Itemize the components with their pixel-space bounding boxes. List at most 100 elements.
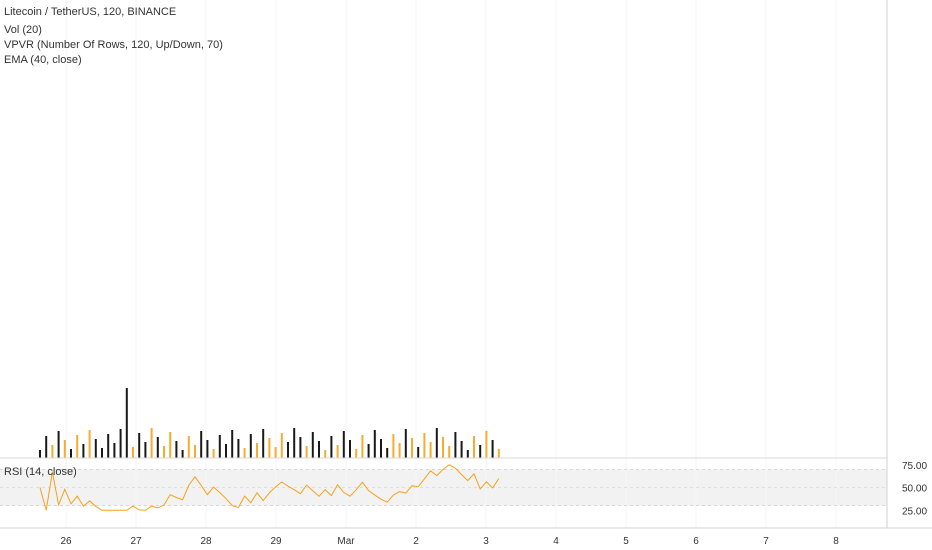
volume-indicator-label: Vol (20) — [4, 24, 42, 36]
volume-bar — [249, 434, 252, 458]
volume-bar — [107, 434, 110, 458]
volume-bar — [497, 449, 500, 458]
volume-bar — [398, 443, 401, 458]
rsi-axis-tick: 25.00 — [902, 506, 927, 517]
time-axis-tick: 7 — [763, 536, 769, 547]
volume-bar — [150, 428, 153, 458]
symbol-title: Litecoin / TetherUS, 120, BINANCE — [4, 6, 177, 18]
volume-bar — [212, 449, 215, 458]
time-axis-tick: 27 — [130, 536, 142, 547]
volume-bar — [392, 434, 395, 458]
volume-legend[interactable]: Vol (20) — [4, 24, 42, 36]
volume-bar — [479, 445, 482, 458]
volume-bar — [113, 443, 116, 458]
time-axis-tick: Mar — [337, 536, 355, 547]
time-axis-tick: 28 — [200, 536, 212, 547]
volume-bar — [88, 430, 91, 458]
volume-bar — [411, 438, 413, 458]
rsi-legend[interactable]: RSI (14, close) — [4, 466, 77, 478]
volume-bar — [367, 444, 370, 458]
volume-bar — [39, 450, 41, 458]
time-axis-tick: 4 — [553, 536, 559, 547]
time-axis-tick: 6 — [693, 536, 699, 547]
volume-bar — [491, 440, 494, 458]
volume-bar — [94, 439, 97, 458]
volume-bar — [138, 433, 141, 458]
volume-bar — [225, 444, 227, 458]
time-axis-tick: 5 — [623, 536, 629, 547]
volume-bar — [466, 450, 469, 458]
volume-bar — [342, 431, 345, 458]
volume-bar — [485, 431, 488, 458]
volume-bar — [231, 430, 234, 458]
volume-bar — [318, 441, 320, 458]
vpvr-indicator-label: VPVR (Number Of Rows, 120, Up/Down, 70) — [4, 39, 223, 51]
volume-bar — [386, 448, 389, 458]
rsi-line — [39, 464, 500, 511]
volume-bar — [144, 442, 147, 458]
volume-bar — [237, 439, 240, 458]
volume-bar — [125, 388, 128, 458]
vpvr-legend[interactable]: VPVR (Number Of Rows, 120, Up/Down, 70) — [4, 39, 223, 51]
volume-bar — [454, 432, 457, 458]
volume-bar — [218, 435, 221, 458]
ema-legend[interactable]: EMA (40, close) — [4, 54, 82, 66]
volume-bar — [268, 438, 271, 458]
volume-bar — [293, 428, 296, 458]
volume-bar — [324, 450, 327, 458]
volume-bar — [262, 429, 265, 458]
volume-bar — [243, 448, 246, 458]
volume-bar — [311, 432, 314, 458]
volume-bar — [101, 448, 103, 458]
volume-bar — [256, 443, 258, 458]
volume-bar — [132, 447, 134, 458]
rsi-axis-tick: 50.00 — [902, 484, 927, 495]
volume-bar — [119, 429, 122, 458]
volume-bar — [45, 436, 48, 458]
volume-bar — [169, 432, 172, 458]
volume-bar — [423, 433, 426, 458]
volume-bar — [299, 437, 302, 458]
ema-indicator-label: EMA (40, close) — [4, 54, 82, 66]
time-axis-tick: 29 — [270, 536, 282, 547]
volume-bar — [156, 437, 159, 458]
volume-bar — [57, 431, 60, 458]
time-axis-tick: 8 — [833, 536, 839, 547]
volume-bar — [187, 436, 190, 458]
volume-bar — [287, 442, 289, 458]
volume-bar — [473, 436, 475, 458]
volume-bar — [435, 428, 438, 458]
volume-bar — [404, 429, 407, 458]
volume-bar — [442, 437, 444, 458]
volume-bar — [194, 445, 196, 458]
volume-bar — [70, 449, 72, 458]
volume-bar — [355, 449, 358, 458]
rsi-indicator-label: RSI (14, close) — [4, 466, 77, 478]
volume-bar — [349, 440, 351, 458]
time-axis-tick: 2 — [413, 536, 419, 547]
volume-bar — [330, 436, 333, 458]
volume-bar — [163, 446, 165, 458]
volume-bar — [460, 441, 463, 458]
volume-bar — [380, 439, 382, 458]
volume-bar — [417, 447, 420, 458]
volume-bar — [280, 433, 283, 458]
volume-bar — [448, 446, 451, 458]
volume-bar — [82, 444, 85, 458]
symbol-legend[interactable]: Litecoin / TetherUS, 120, BINANCE — [4, 6, 176, 18]
time-axis-tick: 3 — [483, 536, 489, 547]
price-axis-background — [887, 0, 932, 550]
volume-bar — [336, 445, 339, 458]
volume-bar — [200, 431, 203, 458]
volume-bar — [51, 445, 54, 458]
volume-bar — [175, 441, 178, 458]
volume-bar — [361, 435, 364, 458]
volume-bar — [305, 446, 308, 458]
volume-bar — [63, 440, 66, 458]
volume-bar — [206, 440, 209, 458]
volume-bar — [181, 450, 184, 458]
volume-bar — [274, 447, 277, 458]
rsi-axis-tick: 75.00 — [902, 461, 927, 472]
